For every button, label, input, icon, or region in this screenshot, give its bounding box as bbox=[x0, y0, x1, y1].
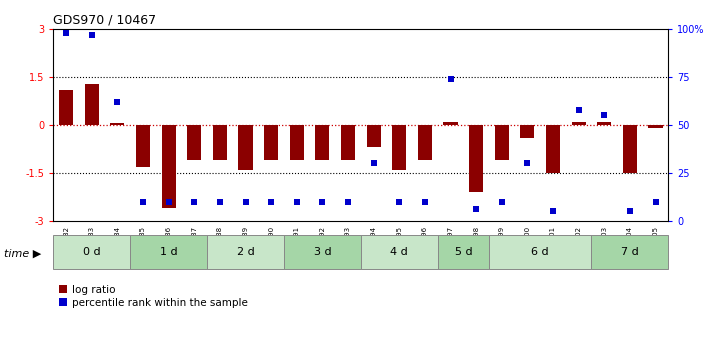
Text: 6 d: 6 d bbox=[531, 247, 549, 257]
Text: 0 d: 0 d bbox=[83, 247, 100, 257]
Bar bbox=[469, 125, 483, 192]
Bar bbox=[418, 125, 432, 160]
Bar bbox=[59, 90, 73, 125]
Bar bbox=[136, 125, 150, 167]
Bar bbox=[546, 125, 560, 173]
Bar bbox=[284, 235, 360, 269]
Bar bbox=[495, 125, 509, 160]
Bar bbox=[392, 125, 406, 170]
Text: GDS970 / 10467: GDS970 / 10467 bbox=[53, 14, 156, 27]
Bar bbox=[238, 125, 252, 170]
Bar bbox=[592, 235, 668, 269]
Bar bbox=[161, 125, 176, 208]
Bar bbox=[85, 83, 99, 125]
Bar bbox=[53, 235, 130, 269]
Bar bbox=[489, 235, 592, 269]
Bar bbox=[187, 125, 201, 160]
Bar bbox=[623, 125, 637, 173]
Text: 5 d: 5 d bbox=[454, 247, 472, 257]
Bar bbox=[367, 125, 380, 147]
Bar bbox=[438, 235, 489, 269]
Bar bbox=[264, 125, 278, 160]
Bar bbox=[289, 125, 304, 160]
Bar bbox=[207, 235, 284, 269]
Bar bbox=[213, 125, 227, 160]
Legend: log ratio, percentile rank within the sample: log ratio, percentile rank within the sa… bbox=[58, 285, 248, 308]
Bar bbox=[341, 125, 355, 160]
Bar bbox=[648, 125, 663, 128]
Text: 2 d: 2 d bbox=[237, 247, 255, 257]
Bar bbox=[572, 122, 586, 125]
Bar bbox=[360, 235, 438, 269]
Bar bbox=[110, 124, 124, 125]
Text: time ▶: time ▶ bbox=[4, 249, 41, 258]
Text: 4 d: 4 d bbox=[390, 247, 408, 257]
Text: 1 d: 1 d bbox=[160, 247, 178, 257]
Bar bbox=[520, 125, 535, 138]
Text: 3 d: 3 d bbox=[314, 247, 331, 257]
Bar bbox=[316, 125, 329, 160]
Bar bbox=[130, 235, 207, 269]
Text: 7 d: 7 d bbox=[621, 247, 638, 257]
Bar bbox=[444, 122, 458, 125]
Bar bbox=[597, 122, 611, 125]
